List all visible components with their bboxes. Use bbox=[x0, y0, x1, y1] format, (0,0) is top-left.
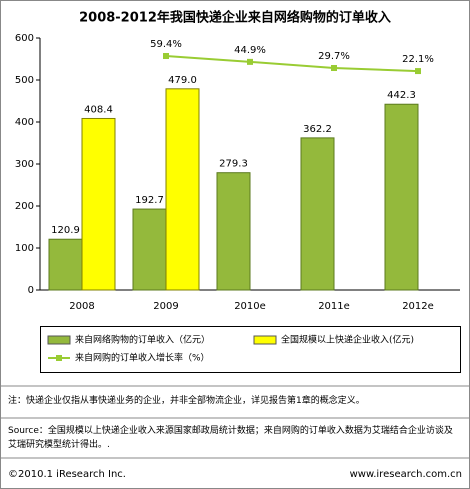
legend-label: 全国规模以上快递企业收入(亿元) bbox=[281, 334, 414, 346]
legend-frame bbox=[40, 326, 461, 373]
data-label: 120.9 bbox=[51, 225, 80, 236]
data-label: 192.7 bbox=[135, 195, 164, 206]
y-tick-label: 200 bbox=[15, 201, 34, 212]
bar bbox=[384, 103, 419, 291]
bar bbox=[48, 238, 83, 291]
source: Source：全国规模以上快递企业收入来源国家邮政局统计数据；来自网购的订单收入… bbox=[8, 426, 453, 450]
line bbox=[165, 55, 419, 73]
bar bbox=[216, 172, 251, 291]
legend-swatch bbox=[253, 335, 277, 345]
y-tick-label: 100 bbox=[15, 243, 34, 254]
line-marker bbox=[331, 65, 337, 72]
copyright: ©2010.1 iResearch Inc. bbox=[8, 469, 126, 480]
bar bbox=[132, 208, 167, 291]
website: www.iresearch.com.cn bbox=[350, 469, 462, 480]
line-marker bbox=[163, 53, 169, 60]
x-tick-label: 2009 bbox=[153, 301, 178, 312]
data-label: 442.3 bbox=[387, 90, 416, 101]
legend-swatch bbox=[56, 355, 62, 361]
line-marker bbox=[415, 68, 421, 75]
line-marker bbox=[247, 58, 253, 65]
data-label: 59.4% bbox=[150, 39, 182, 50]
bar bbox=[165, 88, 200, 291]
data-label: 44.9% bbox=[234, 45, 266, 56]
x-tick-label: 2012e bbox=[402, 301, 434, 312]
data-label: 279.3 bbox=[219, 159, 248, 170]
y-tick-label: 500 bbox=[15, 75, 34, 86]
data-label: 29.7% bbox=[318, 51, 350, 62]
y-tick-label: 400 bbox=[15, 117, 34, 128]
legend-label: 来自网购的订单收入增长率（%） bbox=[75, 352, 210, 364]
y-tick-label: 600 bbox=[15, 33, 34, 44]
bar bbox=[81, 117, 116, 291]
y-tick-label: 0 bbox=[28, 285, 34, 296]
note: 注：快递企业仅指从事快递业务的企业，并非全部物流企业，详见报告第1章的概念定义。 bbox=[8, 396, 365, 406]
x-tick-label: 2010e bbox=[234, 301, 266, 312]
bar bbox=[300, 137, 335, 291]
data-label: 479.0 bbox=[168, 75, 197, 86]
x-tick-label: 2008 bbox=[69, 301, 94, 312]
chart-title: 2008-2012年我国快递企业来自网络购物的订单收入 bbox=[79, 10, 391, 26]
legend-swatch bbox=[47, 335, 71, 345]
data-label: 22.1% bbox=[402, 54, 434, 65]
data-label: 362.2 bbox=[303, 124, 332, 135]
legend-label: 来自网络购物的订单收入（亿元） bbox=[75, 334, 210, 346]
x-tick-label: 2011e bbox=[318, 301, 350, 312]
data-label: 408.4 bbox=[84, 104, 113, 115]
y-tick-label: 300 bbox=[15, 159, 34, 170]
